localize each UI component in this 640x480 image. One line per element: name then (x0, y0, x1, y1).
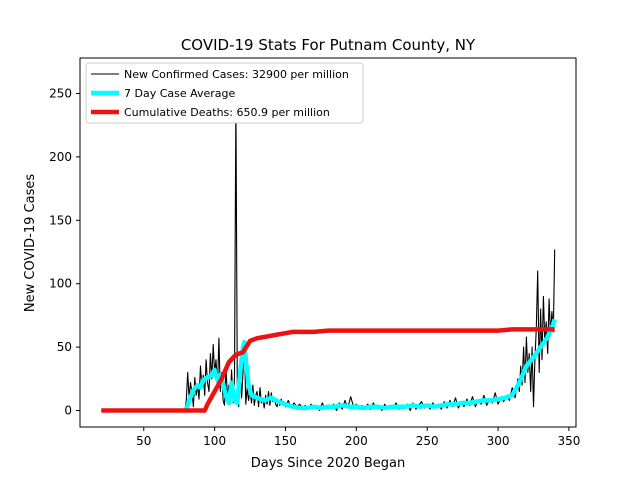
x-axis-label: Days Since 2020 Began (251, 456, 406, 471)
x-tick-label: 350 (557, 434, 580, 448)
y-axis-label: New COVID-19 Cases (23, 174, 38, 312)
legend-label: New Confirmed Cases: 32900 per million (124, 68, 349, 81)
legend-box (85, 62, 364, 124)
y-axis-ticks: 0 50 100 150 200 250 (49, 87, 80, 418)
x-tick-label: 200 (345, 434, 368, 448)
x-tick-label: 50 (136, 434, 151, 448)
series-layer (101, 99, 557, 413)
y-tick-label: 100 (49, 277, 72, 291)
y-tick-label: 200 (49, 150, 72, 164)
x-tick-label: 250 (416, 434, 439, 448)
series-line-2 (101, 327, 555, 413)
chart-title: COVID-19 Stats For Putnam County, NY (181, 36, 476, 54)
legend-label: 7 Day Case Average (124, 87, 236, 100)
x-tick-label: 300 (487, 434, 510, 448)
y-tick-label: 150 (49, 213, 72, 227)
y-tick-label: 50 (57, 340, 72, 354)
x-tick-label: 150 (274, 434, 297, 448)
x-tick-label: 100 (203, 434, 226, 448)
y-tick-label: 0 (64, 404, 72, 418)
legend-label: Cumulative Deaths: 650.9 per million (124, 106, 330, 119)
y-tick-label: 250 (49, 87, 72, 101)
series-line-1 (184, 318, 557, 412)
plot-frame (79, 57, 577, 428)
legend: New Confirmed Cases: 32900 per million 7 … (85, 62, 364, 124)
x-axis-ticks: 50 100 150 200 250 300 350 (136, 427, 580, 448)
